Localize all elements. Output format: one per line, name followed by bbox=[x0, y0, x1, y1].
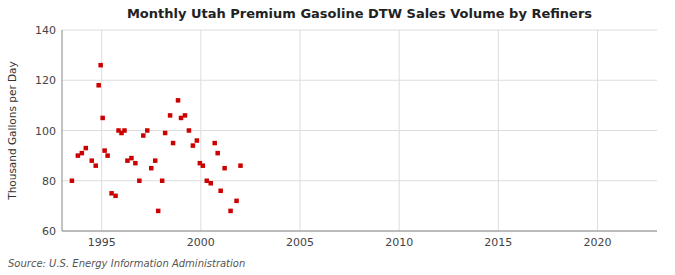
point bbox=[96, 83, 101, 88]
point bbox=[76, 153, 81, 158]
y-axis-line bbox=[62, 30, 63, 231]
point bbox=[129, 156, 134, 161]
point bbox=[160, 179, 165, 184]
y-tick-label: 140 bbox=[35, 24, 56, 37]
point bbox=[228, 209, 233, 214]
x-tick-label: 2005 bbox=[286, 236, 314, 249]
y-axis-label: Thousand Gallons per Day bbox=[6, 61, 18, 201]
point bbox=[176, 98, 181, 103]
point bbox=[222, 166, 227, 171]
point bbox=[102, 148, 107, 153]
point bbox=[163, 131, 168, 136]
x-tick-label: 2010 bbox=[385, 236, 413, 249]
point bbox=[195, 138, 200, 143]
point bbox=[145, 128, 150, 133]
y-tick-label: 80 bbox=[42, 175, 56, 188]
x-tick-label: 2020 bbox=[584, 236, 612, 249]
y-grid-line bbox=[62, 30, 657, 31]
point bbox=[105, 153, 110, 158]
y-tick-label: 100 bbox=[35, 125, 56, 138]
title: Monthly Utah Premium Gasoline DTW Sales … bbox=[127, 6, 592, 21]
chart: 1995 2000 2005 2010 2015 2020 60 80 100 120 140 Mon… bbox=[0, 0, 675, 275]
point bbox=[84, 146, 89, 151]
grid bbox=[62, 30, 657, 231]
y-grid-line bbox=[62, 180, 657, 181]
point bbox=[137, 179, 142, 184]
point bbox=[191, 143, 196, 148]
source-note: Source: U.S. Energy Information Administ… bbox=[8, 258, 245, 269]
point bbox=[168, 113, 173, 118]
point bbox=[209, 181, 214, 186]
point bbox=[238, 163, 243, 168]
point bbox=[125, 158, 130, 163]
point bbox=[205, 179, 210, 184]
point bbox=[201, 163, 206, 168]
point bbox=[100, 116, 105, 121]
point bbox=[218, 189, 223, 194]
points bbox=[70, 63, 243, 213]
point bbox=[90, 158, 95, 163]
y-grid-line bbox=[62, 80, 657, 81]
point bbox=[212, 141, 217, 146]
point bbox=[70, 179, 75, 184]
y-tick-label: 60 bbox=[42, 225, 56, 238]
point bbox=[109, 191, 114, 196]
point bbox=[215, 151, 220, 156]
point bbox=[234, 199, 239, 204]
point bbox=[98, 63, 103, 68]
x-tick-label: 1995 bbox=[88, 236, 116, 249]
point bbox=[80, 151, 85, 156]
point bbox=[141, 133, 146, 138]
point bbox=[156, 209, 161, 214]
point bbox=[179, 116, 184, 121]
point bbox=[93, 163, 98, 168]
point bbox=[171, 141, 176, 146]
point bbox=[133, 161, 138, 166]
y-grid-line bbox=[62, 130, 657, 131]
y-tick-label: 120 bbox=[35, 74, 56, 87]
y-grid-line bbox=[62, 231, 657, 232]
x-axis-line bbox=[62, 231, 657, 232]
point bbox=[153, 158, 158, 163]
point bbox=[187, 128, 192, 133]
x-tick-label: 2015 bbox=[484, 236, 512, 249]
x-tick-label: 2000 bbox=[187, 236, 215, 249]
point bbox=[149, 166, 154, 171]
point bbox=[122, 128, 127, 133]
point bbox=[183, 113, 188, 118]
point bbox=[113, 194, 118, 199]
